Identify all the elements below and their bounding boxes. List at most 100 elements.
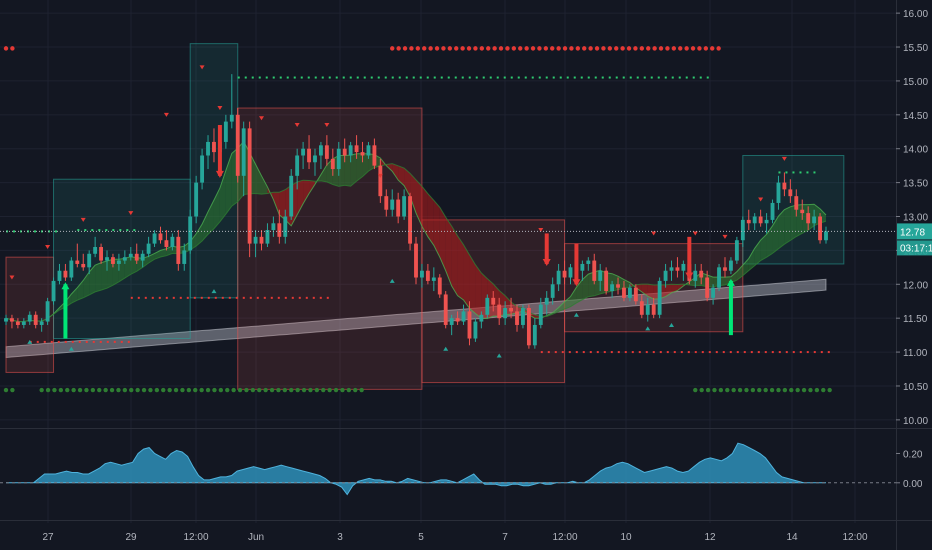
resistance-dot [596,351,599,354]
candle-body [265,230,270,244]
buy-arrow [728,280,733,336]
ma-ribbon-segment [808,204,815,231]
candle-body [360,152,365,156]
resistance-dot [120,340,123,343]
candle-body [57,270,62,281]
sell-dot [703,46,709,51]
candle-body [598,270,603,281]
resistance-dot [277,296,280,299]
sell-dot [716,46,721,51]
x-tick-label: 12 [704,532,716,543]
ma-ribbon-segment [130,256,137,275]
x-tick-label: 5 [418,532,424,543]
support-dot [272,76,275,79]
support-dot [265,76,268,79]
candle-body [675,267,680,271]
sell-arrow-head [542,258,551,266]
resistance-dot [799,351,802,354]
candle-body [479,314,484,322]
candle-body [556,270,561,285]
support-dot [77,229,80,232]
candle-body [402,196,407,217]
candle-body [229,114,234,122]
support-dot [328,76,331,79]
support-dot [489,76,492,79]
support-dot [510,76,513,79]
resistance-dot [757,351,760,354]
ma-ribbon-segment [213,188,220,229]
support-dot [335,76,338,79]
resistance-dot [806,351,809,354]
support-dot [594,76,597,79]
x-tick-label: 10 [620,532,632,543]
ma-ribbon-segment [582,274,589,300]
buy-dot [129,387,134,393]
sell-dot [652,46,657,51]
resistance-dot [186,296,189,299]
buy-dot [750,387,756,393]
buy-triangle [68,346,74,351]
buy-dot [225,387,230,393]
oscillator-panel [0,428,932,496]
resistance-dot [284,296,287,299]
support-dot [251,76,254,79]
ma-ribbon-segment [564,296,571,310]
resistance-dot [778,351,781,354]
resistance-dot [298,296,301,299]
x-tick-label: 12:00 [552,532,577,543]
ma-ribbon-segment [451,226,458,296]
candle-body [515,311,519,325]
buy-dot [58,387,64,393]
sell-dot [601,46,606,51]
sell-arrow-head [685,272,694,280]
candle-body [806,213,811,224]
support-dot [440,76,443,79]
sell-arrow [217,124,222,176]
resistance-dot [666,351,669,354]
support-dot [112,229,115,232]
buy-dot [161,387,166,393]
candles [4,74,828,349]
oscillator-area [6,442,826,496]
ma-ribbon-segment [118,258,125,282]
resistance-dot [249,296,252,299]
candle-body [728,260,733,271]
sell-dot [671,46,677,51]
ma-ribbon-segment [112,259,119,286]
buy-dot [731,387,736,393]
candle-body [420,270,424,278]
candle-body [467,311,472,339]
support-dot [412,76,415,79]
buy-dot [827,387,832,393]
candle-body [752,216,757,224]
resistance-dot [78,340,81,343]
buy-dot [10,387,15,393]
resistance-dot [263,296,266,299]
ma-ribbon-segment [766,225,773,258]
candle-body [164,240,169,248]
ma-ribbon-segment [445,217,452,286]
sell-dot [498,46,504,51]
sell-arrow-head [215,170,224,178]
resistance-dot [729,351,732,354]
resistance-dot [50,340,53,343]
y-tick-label: 14.50 [903,111,928,122]
sell-dot [620,46,625,51]
resistance-dot [785,351,788,354]
ma-ribbon-segment [404,168,411,197]
ma-ribbon-segment [421,186,428,237]
candle-body [259,236,264,244]
sell-dot [710,46,715,51]
buy-dot [199,387,204,393]
buy-dot [186,387,192,393]
candle-body [247,128,252,244]
buy-dot [699,387,704,393]
sell-triangle [294,122,300,127]
candle-body [740,219,745,241]
candle-body [15,321,20,325]
buy-dot [3,387,9,393]
resistance-dot [792,351,795,354]
sell-dot [10,46,15,51]
resistance-dot [158,296,161,299]
support-dot [664,76,667,79]
